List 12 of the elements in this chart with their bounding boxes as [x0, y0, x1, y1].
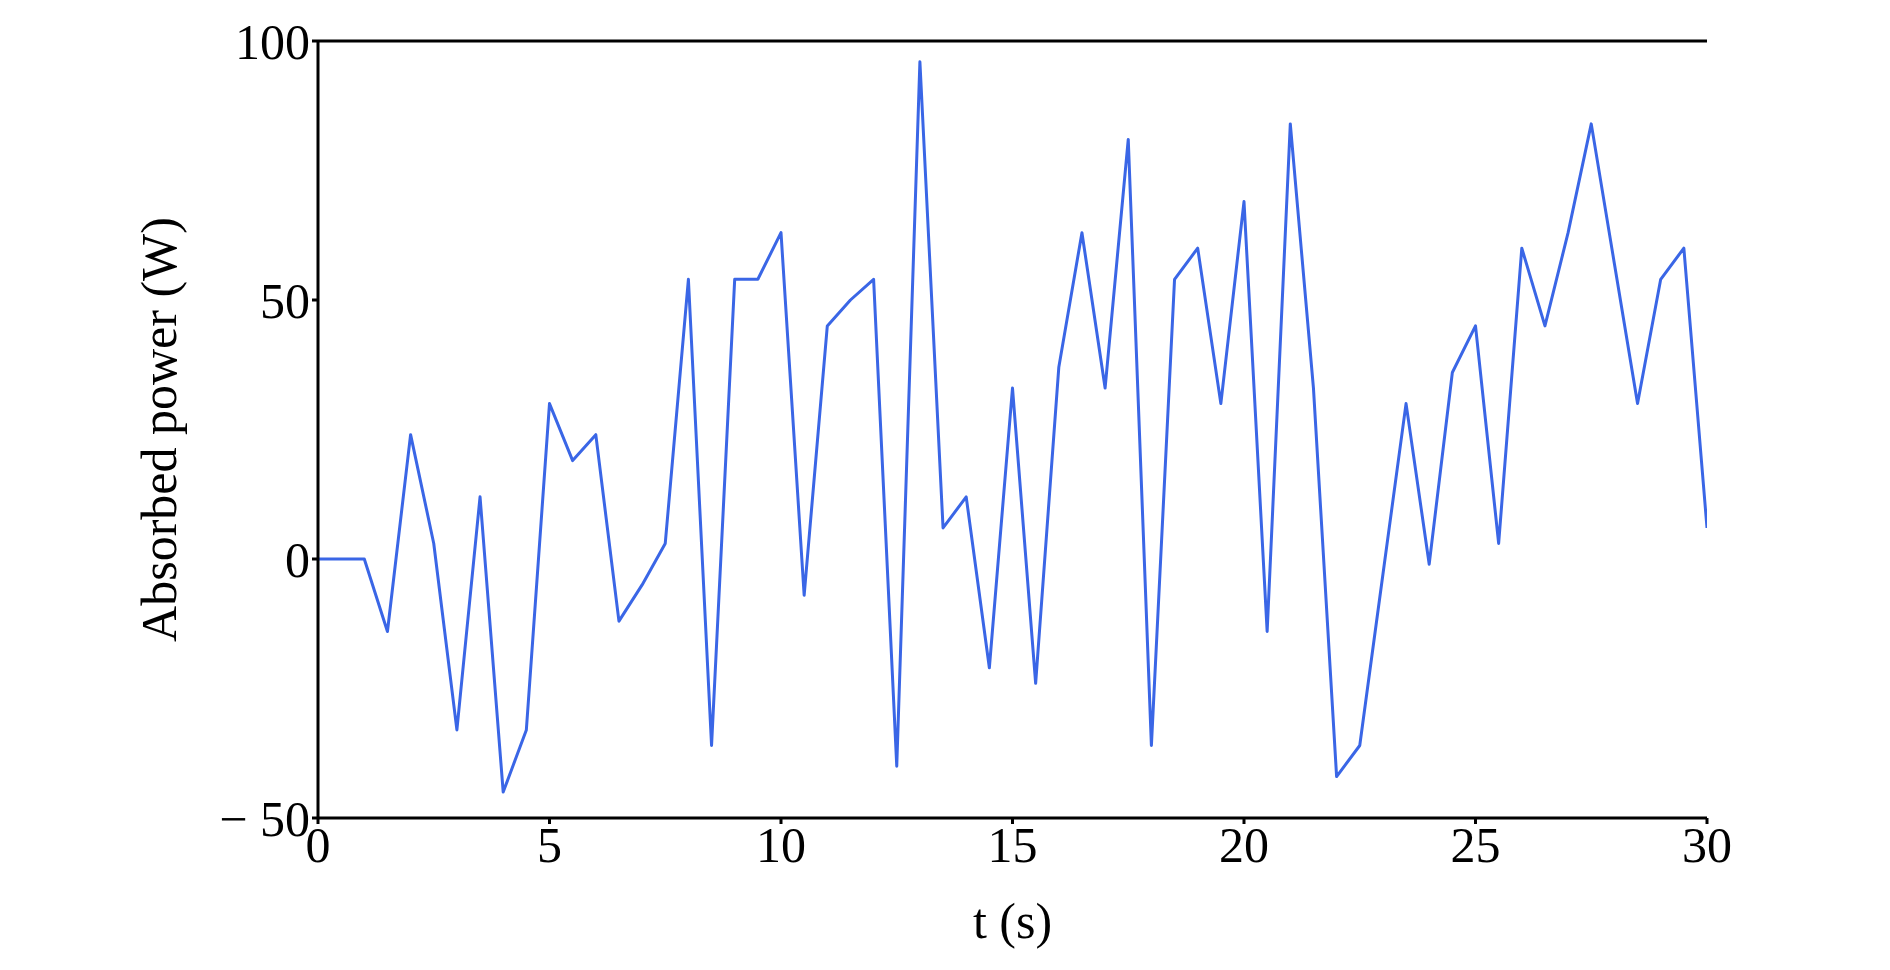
line-series — [318, 60, 1707, 794]
x-tick-label: 10 — [756, 816, 806, 873]
x-tick-label: 30 — [1682, 816, 1732, 873]
x-tick-label: 20 — [1219, 816, 1269, 873]
x-tick-label: 15 — [987, 816, 1038, 873]
y-tick-label: 100 — [235, 13, 310, 70]
x-tick-label: 25 — [1450, 816, 1501, 873]
y-tick-label: 0 — [285, 531, 310, 588]
y-axis-title: Absorbed power (W) — [130, 217, 187, 642]
x-axis-title: t (s) — [972, 893, 1053, 949]
y-tick-label: 50 — [260, 272, 310, 329]
x-tick-label: 5 — [537, 816, 562, 873]
